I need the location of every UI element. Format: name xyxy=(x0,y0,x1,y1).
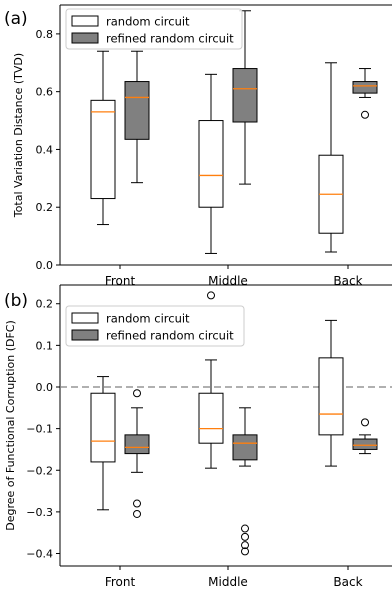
y-tick-label: 0.1 xyxy=(36,339,54,352)
legend-label: random circuit xyxy=(106,312,190,326)
legend-swatch xyxy=(71,312,99,324)
box-refined-middle xyxy=(232,10,258,185)
y-axis-label: Degree of Functional Corruption (DFC) xyxy=(4,320,17,531)
box-iqr xyxy=(198,120,224,208)
box-random-middle xyxy=(198,73,224,254)
box-iqr xyxy=(90,392,116,463)
y-tick-label: −0.3 xyxy=(26,506,53,519)
box-random-back xyxy=(318,319,344,467)
box-refined-middle xyxy=(232,407,258,556)
legend: random circuit refined random circuit xyxy=(65,8,243,50)
y-tick-label: 0.0 xyxy=(36,381,54,394)
box-refined-back xyxy=(352,418,378,455)
x-tick-label: Back xyxy=(333,274,362,288)
outlier-point xyxy=(133,389,141,398)
box-iqr xyxy=(352,81,378,94)
panel-label: (a) xyxy=(4,9,28,29)
outlier-point xyxy=(133,499,141,508)
outlier-point xyxy=(241,524,249,533)
y-tick-label: 0.8 xyxy=(36,28,54,41)
y-axis-label: Total Variation Distance (TVD) xyxy=(12,53,25,218)
panel-label: (b) xyxy=(4,291,28,311)
outlier-point xyxy=(241,532,249,541)
outlier-point xyxy=(241,547,249,556)
x-tick-label: Middle xyxy=(208,274,248,288)
x-tick-label: Middle xyxy=(208,575,248,589)
y-tick-label: −0.4 xyxy=(26,548,53,561)
legend-swatch xyxy=(71,32,99,44)
box-random-front xyxy=(90,50,116,226)
box-iqr xyxy=(232,434,258,461)
y-tick-label: 0.6 xyxy=(36,86,54,99)
outlier-point xyxy=(361,418,369,427)
outlier-point xyxy=(241,541,249,550)
x-tick-label: Front xyxy=(105,575,136,589)
box-refined-front xyxy=(124,389,150,518)
y-tick-label: 0.2 xyxy=(36,201,54,214)
legend-label: refined random circuit xyxy=(106,32,234,46)
box-iqr xyxy=(124,434,150,455)
box-refined-back xyxy=(352,68,378,119)
outlier-point xyxy=(361,110,369,119)
legend-frame xyxy=(65,8,243,50)
legend: random circuit refined random circuit xyxy=(65,305,245,347)
legend-label: refined random circuit xyxy=(106,329,234,343)
box-random-back xyxy=(318,62,344,253)
y-tick-label: 0.2 xyxy=(36,298,54,311)
box-random-middle xyxy=(198,291,224,469)
box-random-front xyxy=(90,376,116,511)
box-refined-front xyxy=(124,50,150,184)
x-tick-label: Front xyxy=(105,274,136,288)
box-iqr xyxy=(352,438,378,450)
box-iqr xyxy=(232,68,258,123)
box-iqr xyxy=(90,99,116,200)
legend-swatch xyxy=(71,329,99,341)
box-iqr xyxy=(318,357,344,436)
chart-panel-a: 0.0 0.2 0.4 0.6 0.8 Front Middle Back Total Vari… xyxy=(4,4,392,288)
box-iqr xyxy=(124,81,150,140)
y-tick-label: −0.1 xyxy=(26,423,53,436)
y-tick-label: −0.2 xyxy=(26,464,53,477)
y-tick-label: 0.0 xyxy=(36,259,54,272)
legend-frame xyxy=(65,305,245,347)
y-tick-label: 0.4 xyxy=(36,143,54,156)
outlier-point xyxy=(133,509,141,518)
legend-swatch xyxy=(71,15,99,27)
x-tick-label: Back xyxy=(333,575,362,589)
box-iqr xyxy=(198,392,224,444)
outlier-point xyxy=(207,291,215,300)
legend-label: random circuit xyxy=(106,15,190,29)
chart-panel-b: −0.4 −0.3 −0.2 −0.1 0.0 0.1 0.2 Front Middle Back… xyxy=(4,284,392,589)
